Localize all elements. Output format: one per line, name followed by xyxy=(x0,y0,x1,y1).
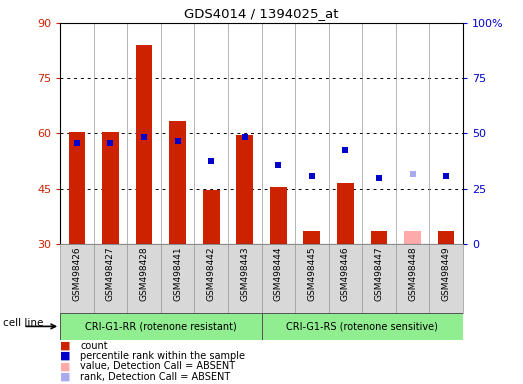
Bar xyxy=(404,231,421,244)
Text: ■: ■ xyxy=(60,351,71,361)
Bar xyxy=(337,183,354,244)
Text: CRI-G1-RS (rotenone sensitive): CRI-G1-RS (rotenone sensitive) xyxy=(286,321,438,331)
Text: GSM498441: GSM498441 xyxy=(173,247,182,301)
Bar xyxy=(236,135,253,244)
Bar xyxy=(295,244,328,313)
Bar xyxy=(371,231,388,244)
Bar xyxy=(328,244,362,313)
Text: GSM498446: GSM498446 xyxy=(341,247,350,301)
Bar xyxy=(429,244,463,313)
Text: GSM498448: GSM498448 xyxy=(408,247,417,301)
Text: GSM498427: GSM498427 xyxy=(106,247,115,301)
Text: GSM498447: GSM498447 xyxy=(374,247,383,301)
Text: ■: ■ xyxy=(60,372,71,382)
Text: ■: ■ xyxy=(60,361,71,371)
Text: rank, Detection Call = ABSENT: rank, Detection Call = ABSENT xyxy=(80,372,230,382)
Title: GDS4014 / 1394025_at: GDS4014 / 1394025_at xyxy=(184,7,339,20)
Text: GSM498449: GSM498449 xyxy=(441,247,451,301)
Text: GSM498443: GSM498443 xyxy=(240,247,249,301)
Bar xyxy=(303,231,320,244)
Text: percentile rank within the sample: percentile rank within the sample xyxy=(80,351,245,361)
Bar xyxy=(262,313,463,340)
Bar xyxy=(169,121,186,244)
Bar xyxy=(362,244,396,313)
Text: count: count xyxy=(80,341,108,351)
Bar xyxy=(228,244,262,313)
Text: GSM498426: GSM498426 xyxy=(72,247,82,301)
Text: CRI-G1-RR (rotenone resistant): CRI-G1-RR (rotenone resistant) xyxy=(85,321,237,331)
Bar xyxy=(262,244,295,313)
Text: ■: ■ xyxy=(60,341,71,351)
Bar xyxy=(94,244,127,313)
Bar xyxy=(60,313,262,340)
Bar xyxy=(438,231,454,244)
Text: GSM498442: GSM498442 xyxy=(207,247,215,301)
Bar xyxy=(203,190,220,244)
Bar xyxy=(127,244,161,313)
Text: GSM498445: GSM498445 xyxy=(308,247,316,301)
Bar xyxy=(270,187,287,244)
Bar xyxy=(195,244,228,313)
Text: cell line: cell line xyxy=(3,318,43,328)
Bar xyxy=(102,132,119,244)
Text: GSM498428: GSM498428 xyxy=(140,247,149,301)
Text: value, Detection Call = ABSENT: value, Detection Call = ABSENT xyxy=(80,361,235,371)
Bar xyxy=(161,244,195,313)
Bar xyxy=(135,45,152,244)
Bar xyxy=(69,132,85,244)
Bar xyxy=(60,244,94,313)
Text: GSM498444: GSM498444 xyxy=(274,247,283,301)
Bar xyxy=(396,244,429,313)
